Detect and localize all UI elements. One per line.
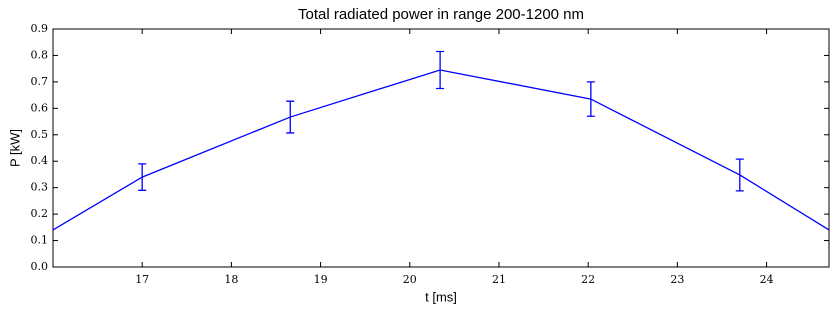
- x-axis-label: t [ms]: [425, 289, 457, 304]
- error-bar: [436, 50, 445, 90]
- y-tick-label: 0.0: [31, 260, 49, 273]
- error-bar: [286, 100, 295, 134]
- error-bar: [735, 158, 744, 192]
- x-tick-label: 21: [492, 273, 506, 286]
- x-tick-label: 18: [224, 273, 238, 286]
- x-tick-label: 24: [760, 273, 774, 286]
- chart-title: Total radiated power in range 200-1200 n…: [298, 6, 584, 23]
- y-tick-label: 0.5: [31, 128, 49, 141]
- x-tick-label: 20: [403, 273, 417, 286]
- data-line: [52, 69, 830, 231]
- y-tick-label: 0.3: [31, 181, 49, 194]
- y-tick-label: 0.8: [31, 48, 49, 61]
- y-tick-label: 0.6: [31, 101, 49, 114]
- x-tick-label: 17: [135, 273, 149, 286]
- y-tick-label: 0.1: [31, 234, 49, 247]
- plot-frame: [52, 28, 830, 268]
- error-bar: [138, 163, 147, 191]
- y-tick-label: 0.2: [31, 207, 49, 220]
- y-tick-label: 0.4: [31, 154, 49, 167]
- y-tick-label: 0.7: [31, 75, 49, 88]
- y-axis-label: P [kW]: [7, 129, 22, 167]
- x-tick-label: 23: [670, 273, 684, 286]
- x-tick-label: 22: [581, 273, 595, 286]
- error-bar: [586, 81, 595, 117]
- x-tick-label: 19: [314, 273, 328, 286]
- y-tick-label: 0.9: [31, 22, 49, 35]
